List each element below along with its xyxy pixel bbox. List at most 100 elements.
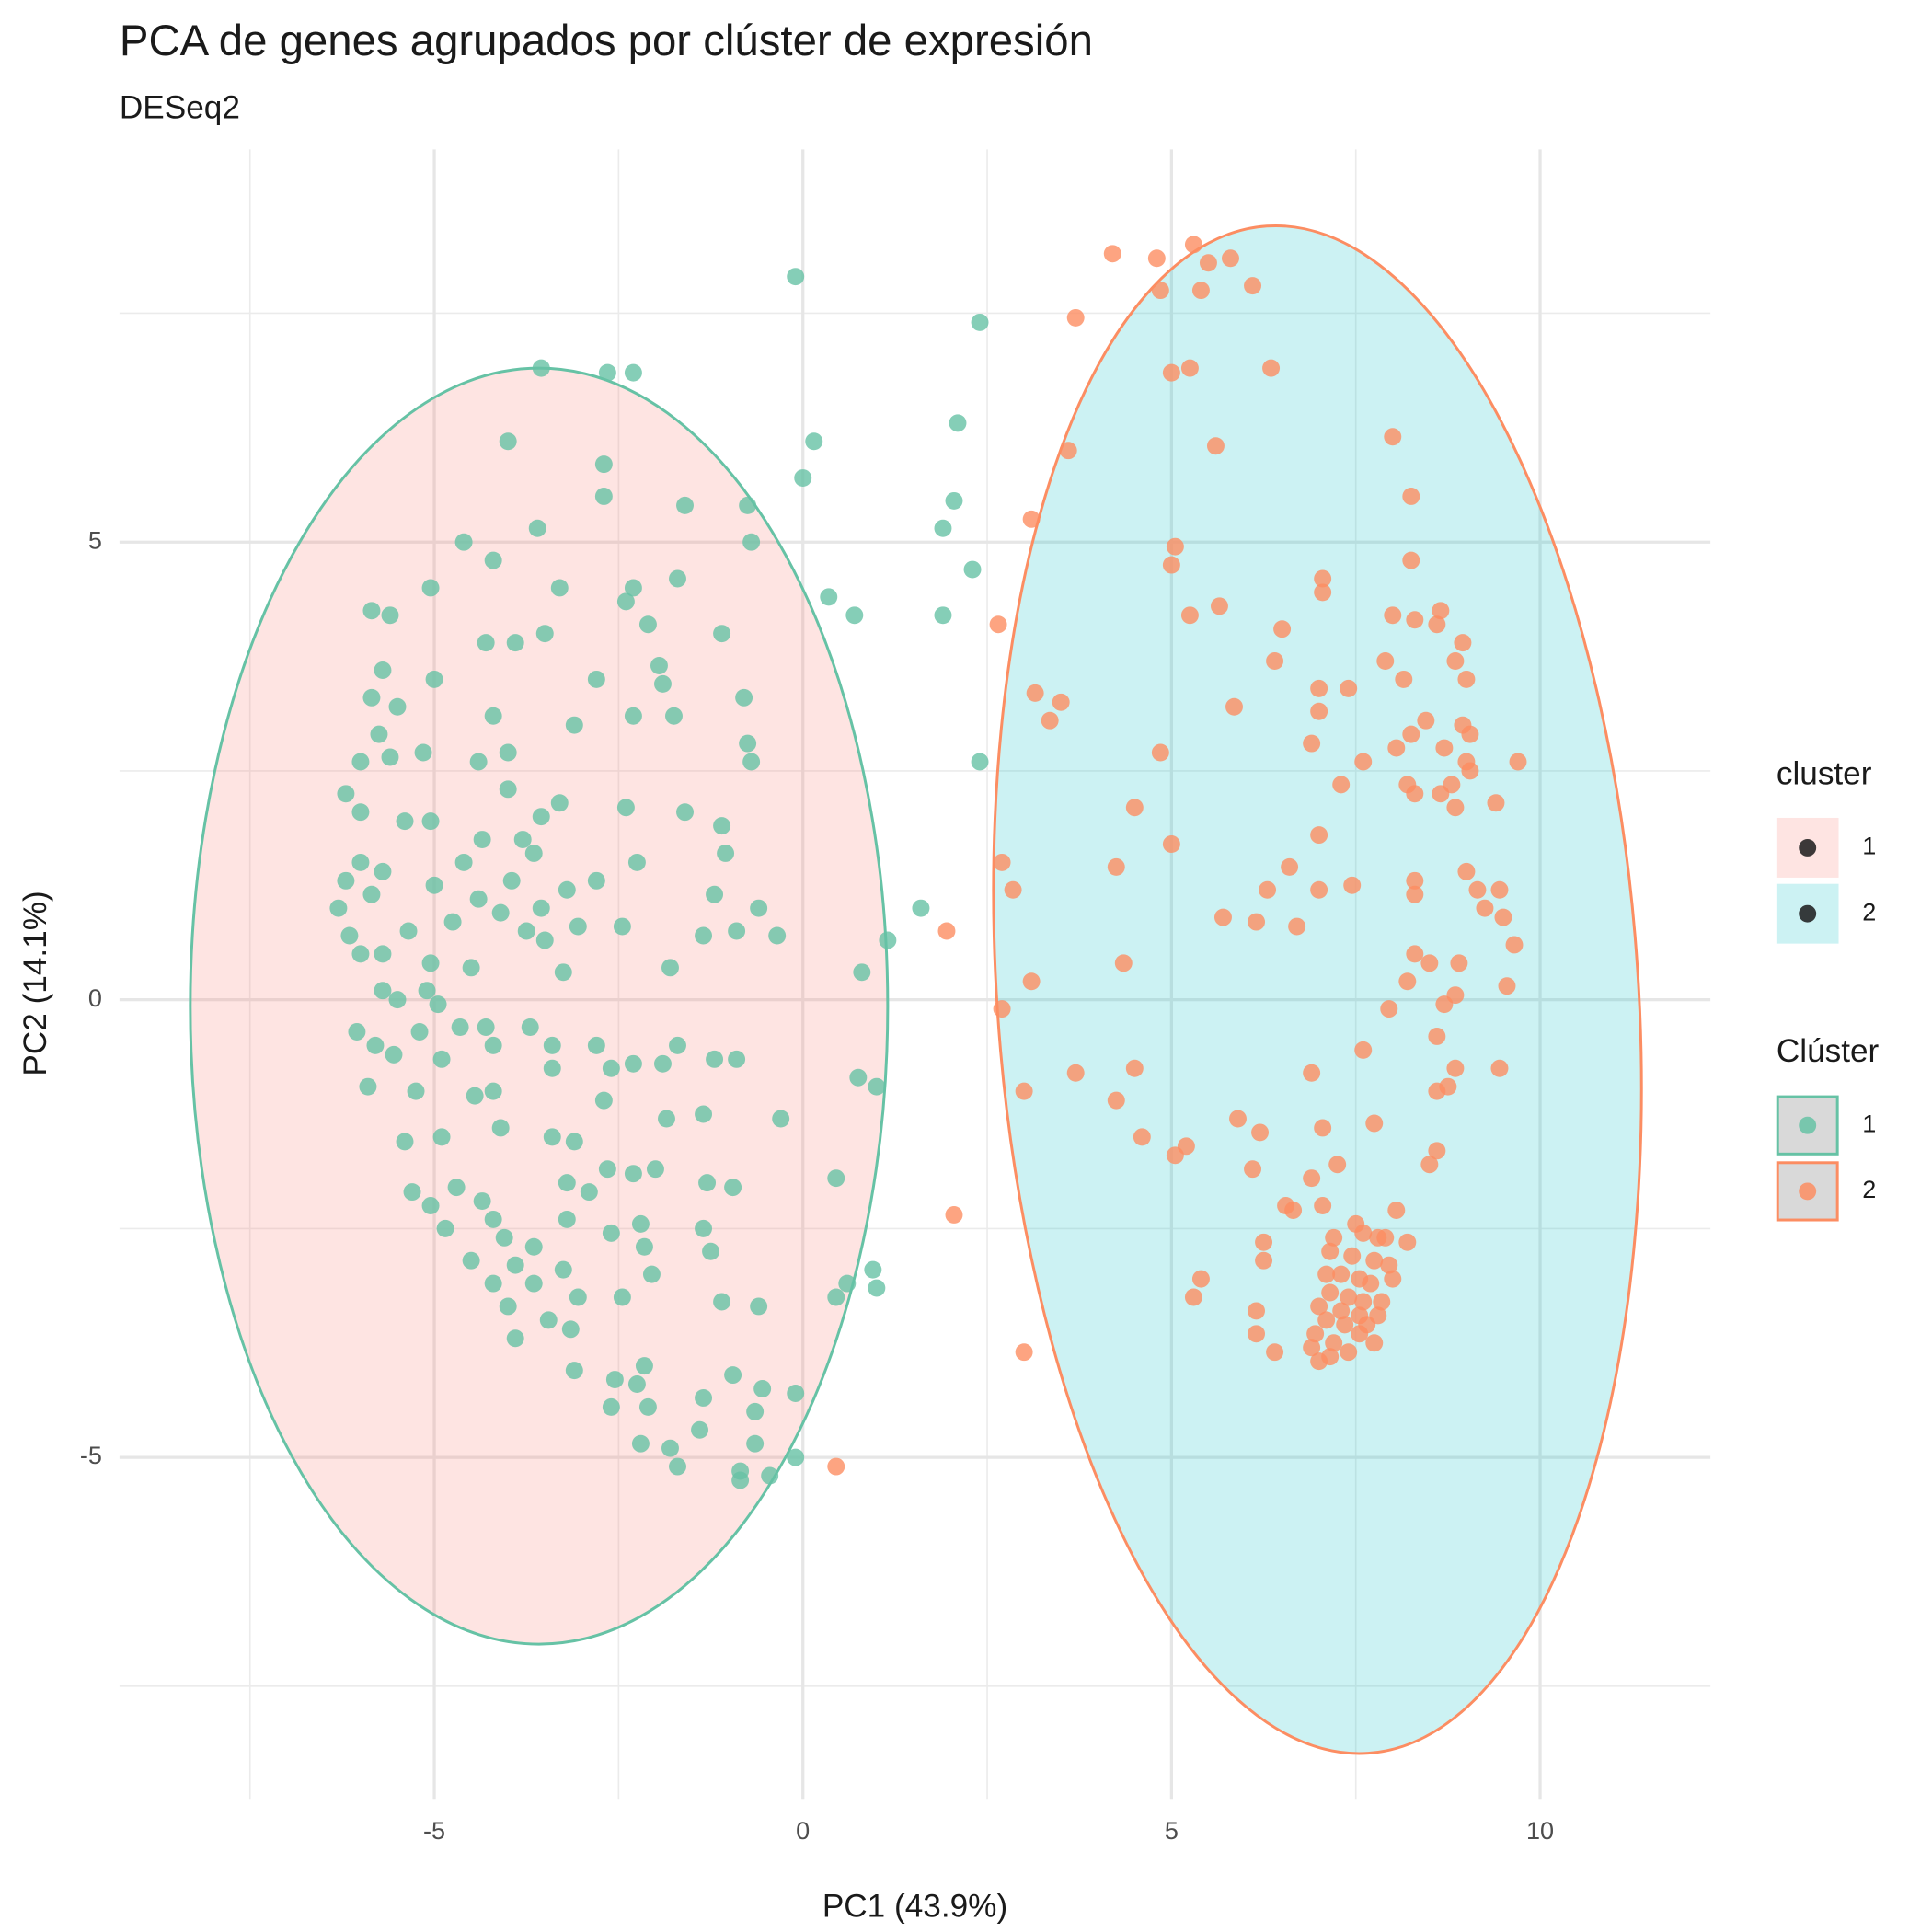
legend-marker xyxy=(1799,1182,1817,1201)
legend-marker xyxy=(1799,1116,1817,1134)
point xyxy=(443,913,462,931)
point xyxy=(484,1036,502,1054)
point xyxy=(1191,282,1210,300)
point xyxy=(421,812,440,831)
point xyxy=(638,615,657,634)
point xyxy=(1354,1224,1373,1242)
point xyxy=(1310,679,1328,697)
point xyxy=(484,1082,502,1100)
point xyxy=(1321,1283,1340,1302)
point xyxy=(1365,1114,1384,1133)
point xyxy=(1015,1082,1033,1100)
point xyxy=(388,697,407,716)
point xyxy=(849,1068,868,1087)
point xyxy=(1303,1064,1321,1082)
legend-label: 2 xyxy=(1862,1176,1876,1203)
point xyxy=(1248,1302,1266,1320)
point xyxy=(1340,679,1358,697)
point xyxy=(337,785,355,803)
point xyxy=(646,1160,664,1179)
point xyxy=(827,1169,845,1188)
point xyxy=(466,1087,484,1105)
point xyxy=(1180,359,1199,377)
point xyxy=(1354,1293,1373,1311)
point xyxy=(477,634,495,652)
point xyxy=(661,959,679,977)
point xyxy=(1461,725,1479,743)
point xyxy=(1365,1251,1384,1270)
point xyxy=(495,1228,513,1247)
point xyxy=(558,1210,576,1228)
point xyxy=(635,1237,653,1256)
point xyxy=(1184,236,1202,254)
point xyxy=(713,625,731,643)
point xyxy=(1162,556,1180,574)
point xyxy=(491,903,510,922)
point xyxy=(1222,249,1239,268)
point xyxy=(1310,880,1328,899)
point xyxy=(1151,282,1169,300)
point xyxy=(1354,1041,1373,1059)
point xyxy=(1262,359,1281,377)
point xyxy=(506,1329,524,1348)
point xyxy=(934,606,952,625)
point xyxy=(1317,1265,1336,1283)
point xyxy=(624,579,642,597)
point xyxy=(1428,1142,1446,1160)
point xyxy=(993,853,1011,871)
point xyxy=(602,1397,620,1416)
point xyxy=(410,1023,429,1041)
point xyxy=(1332,776,1351,794)
point xyxy=(638,1397,657,1416)
point xyxy=(761,1466,779,1485)
point xyxy=(362,602,381,620)
point xyxy=(421,579,440,597)
point xyxy=(827,1457,845,1476)
point xyxy=(1255,1233,1273,1251)
point xyxy=(1107,1091,1125,1110)
point xyxy=(524,844,543,862)
point xyxy=(868,1077,886,1096)
point xyxy=(912,899,930,917)
point xyxy=(414,743,432,762)
point xyxy=(1457,862,1476,880)
point xyxy=(735,688,753,707)
point xyxy=(491,1119,510,1137)
point xyxy=(436,1219,454,1237)
point xyxy=(554,1260,572,1279)
point xyxy=(1284,1202,1303,1219)
point xyxy=(517,922,535,940)
point xyxy=(381,748,399,766)
point xyxy=(868,1279,886,1297)
point xyxy=(653,1054,672,1073)
point xyxy=(1354,753,1373,771)
point xyxy=(1351,1325,1369,1343)
point xyxy=(742,533,761,551)
point xyxy=(698,1174,717,1192)
legend-label: 1 xyxy=(1862,1110,1876,1137)
legend-title: Clúster xyxy=(1777,1033,1880,1069)
point xyxy=(1428,1027,1446,1045)
point xyxy=(989,615,1007,634)
point xyxy=(768,926,787,945)
point xyxy=(1314,1197,1332,1214)
point xyxy=(746,1434,765,1453)
point xyxy=(580,1183,598,1202)
point xyxy=(1505,936,1524,954)
point xyxy=(484,1210,502,1228)
point xyxy=(1162,363,1180,382)
point xyxy=(717,844,735,862)
point xyxy=(1494,908,1512,926)
point xyxy=(993,1000,1011,1018)
point xyxy=(1432,602,1450,620)
y-tick-label: -5 xyxy=(80,1442,102,1469)
point xyxy=(602,1059,620,1077)
point xyxy=(1476,899,1494,917)
point xyxy=(506,1256,524,1274)
point xyxy=(1133,1128,1151,1146)
point xyxy=(1446,652,1465,671)
point xyxy=(359,1077,377,1096)
point xyxy=(1454,634,1472,652)
point xyxy=(1376,652,1395,671)
point xyxy=(695,1388,713,1407)
